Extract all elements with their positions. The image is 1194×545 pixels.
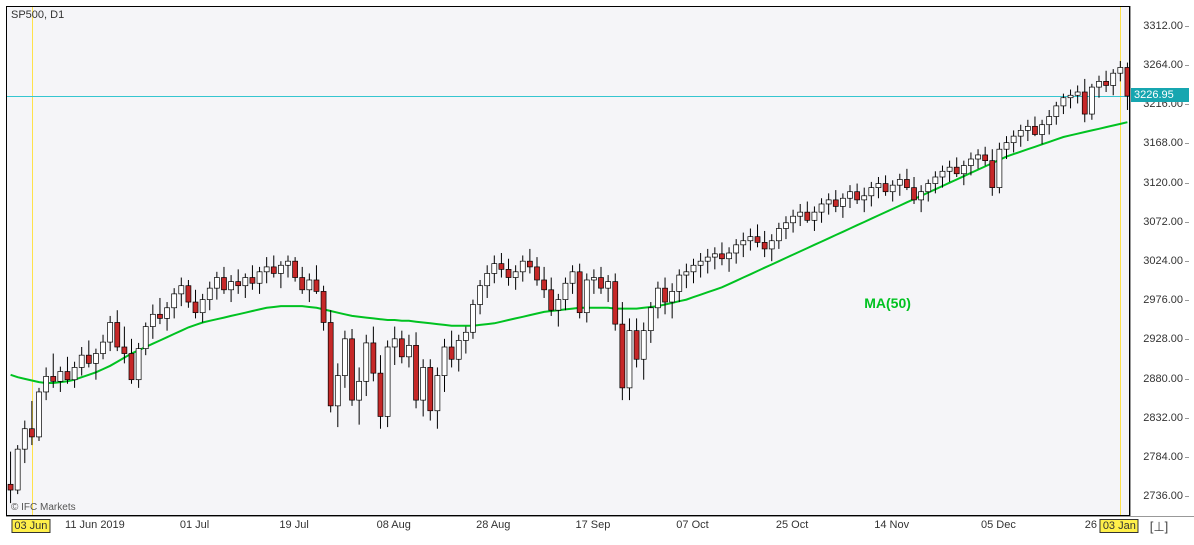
y-axis[interactable]: 2736.00 2784.00 2832.00 2880.00 2928.00 2976.… [1130,6,1189,516]
x-tick-label: 07 Oct [674,519,710,531]
vertical-marker [32,7,33,515]
ma-indicator-label: MA(50) [864,295,911,311]
x-tick-label: 26 [1083,519,1099,531]
y-tick-label: 2832.00 [1143,412,1183,424]
x-tick-label: 08 Aug [375,519,413,531]
x-tick-label: 05 Dec [979,519,1018,531]
candlestick-series [7,7,1130,516]
x-tick-label: 14 Nov [872,519,911,531]
x-tick-label: 28 Aug [474,519,512,531]
scale-icon[interactable]: [⊥] [1150,519,1169,535]
vertical-marker [1120,7,1121,515]
y-tick-label: 3312.00 [1143,20,1183,32]
y-tick-label: 2976.00 [1143,294,1183,306]
x-tick-label: 03 Jan [1100,519,1139,533]
y-tick-label: 2880.00 [1143,373,1183,385]
x-tick-label: 17 Sep [573,519,612,531]
y-tick-label: 3024.00 [1143,255,1183,267]
y-tick-label: 3168.00 [1143,137,1183,149]
x-tick-label: 19 Jul [277,519,310,531]
x-tick-label: 01 Jul [178,519,211,531]
y-tick-label: 2736.00 [1143,490,1183,502]
x-tick-label: 03 Jun [11,519,50,533]
y-tick-label: 2784.00 [1143,451,1183,463]
y-tick-label: 2928.00 [1143,333,1183,345]
x-tick-label: 25 Oct [774,519,810,531]
x-tick-label: 11 Jun 2019 [63,519,127,531]
ma-line [7,7,1130,516]
y-tick-label: 3264.00 [1143,59,1183,71]
current-price-line [7,96,1129,97]
plot-area[interactable]: SP500, D1 © IFC Markets MA(50) [6,6,1130,516]
chart-container: SP500, D1 © IFC Markets MA(50) 2736.0027… [0,0,1194,545]
chart-title: SP500, D1 [11,9,64,21]
y-tick-label: 3072.00 [1143,216,1183,228]
x-axis[interactable]: 03 Jun 11 Jun 2019 01 Jul 19 Jul 08 Aug 28 Au… [6,516,1194,539]
copyright-label: © IFC Markets [11,502,76,513]
current-price-tag: 3226.95 [1131,88,1189,102]
y-tick-label: 3120.00 [1143,177,1183,189]
